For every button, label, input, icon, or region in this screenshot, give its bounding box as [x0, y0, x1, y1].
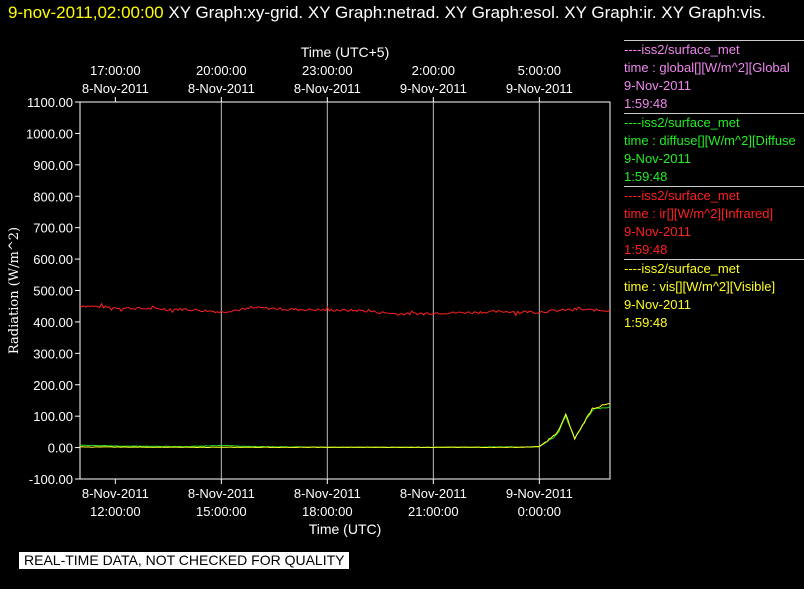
- legend-source: ----iss2/surface_met: [624, 115, 740, 130]
- x-tick-label-date: 8-Nov-2011: [294, 486, 361, 501]
- x-tick-label-date: 8-Nov-2011: [400, 486, 467, 501]
- legend-time: 1:59:48: [624, 96, 668, 111]
- legend-var: time : vis[][W/m^2][Visible]: [624, 279, 776, 294]
- y-tick-label: 600.00: [33, 252, 73, 267]
- legend-date: 9-Nov-2011: [624, 297, 691, 312]
- y-tick-label: 900.00: [33, 158, 73, 173]
- y-tick-label: 0.00: [48, 441, 73, 456]
- x-tick-label-time: 0:00:00: [518, 504, 561, 519]
- x-tick-label-date: 8-Nov-2011: [188, 486, 255, 501]
- y-tick-label: 700.00: [33, 221, 73, 236]
- header-timestamp: 9-nov-2011,02:00:00: [8, 3, 164, 22]
- y-tick-label: 300.00: [33, 346, 73, 361]
- y-tick-label: 200.00: [33, 378, 73, 393]
- x-tick-label-date: 9-Nov-2011: [506, 486, 573, 501]
- y-tick-label: 1100.00: [27, 95, 73, 110]
- y-tick-label: 1000.00: [26, 126, 73, 141]
- legend-source: ----iss2/surface_met: [624, 42, 740, 57]
- legend-time: 1:59:48: [624, 242, 668, 257]
- legend-source: ----iss2/surface_met: [624, 188, 740, 203]
- plot-frame: [79, 101, 611, 480]
- legend-var: time : ir[][W/m^2][Infrared]: [624, 206, 774, 221]
- legend-time: 1:59:48: [624, 169, 668, 184]
- x-tick-label-time: 12:00:00: [90, 504, 141, 519]
- x2-tick-label-date: 9-Nov-2011: [400, 81, 467, 96]
- y-tick-label: 500.00: [33, 284, 73, 299]
- x2-tick-label-date: 8-Nov-2011: [294, 81, 361, 96]
- x2-tick-label-time: 23:00:00: [302, 63, 353, 78]
- series-line-ir: [79, 302, 611, 317]
- x2-axis-label: Time (UTC+5): [301, 44, 390, 60]
- x-tick-label-date: 8-Nov-2011: [82, 486, 149, 501]
- header: 9-nov-2011,02:00:00 XY Graph:xy-grid. XY…: [8, 2, 800, 24]
- legend-var: time : global[][W/m^2][Global: [624, 60, 790, 75]
- x2-tick-label-time: 20:00:00: [196, 63, 247, 78]
- legend-date: 9-Nov-2011: [624, 78, 691, 93]
- legend-var: time : diffuse[][W/m^2][Diffuse: [624, 133, 796, 148]
- y-tick-label: 400.00: [33, 315, 73, 330]
- legend-source: ----iss2/surface_met: [624, 261, 740, 276]
- legend-time: 1:59:48: [624, 315, 668, 330]
- x2-tick-label-date: 8-Nov-2011: [82, 81, 149, 96]
- y-tick-label: -100.00: [29, 472, 73, 487]
- series-line-diffuse: [79, 406, 611, 449]
- x-tick-label-time: 15:00:00: [196, 504, 247, 519]
- x2-tick-label-date: 9-Nov-2011: [506, 81, 573, 96]
- x2-tick-label-time: 2:00:00: [412, 63, 455, 78]
- series-line-vis: [79, 403, 611, 449]
- quality-disclaimer: REAL-TIME DATA, NOT CHECKED FOR QUALITY: [19, 552, 350, 569]
- legend-date: 9-Nov-2011: [624, 151, 691, 166]
- x-axis-label: Time (UTC): [309, 521, 382, 537]
- header-titles: XY Graph:xy-grid. XY Graph:netrad. XY Gr…: [163, 3, 766, 22]
- y-axis-label: Radiation (W/m^2): [7, 227, 22, 354]
- y-tick-label: 800.00: [33, 189, 73, 204]
- x-tick-label-time: 18:00:00: [302, 504, 353, 519]
- x2-tick-label-time: 5:00:00: [518, 63, 561, 78]
- legend-date: 9-Nov-2011: [624, 224, 691, 239]
- y-tick-label: 100.00: [33, 409, 73, 424]
- x2-tick-label-date: 8-Nov-2011: [188, 81, 255, 96]
- x-tick-label-time: 21:00:00: [408, 504, 459, 519]
- x2-tick-label-time: 17:00:00: [90, 63, 141, 78]
